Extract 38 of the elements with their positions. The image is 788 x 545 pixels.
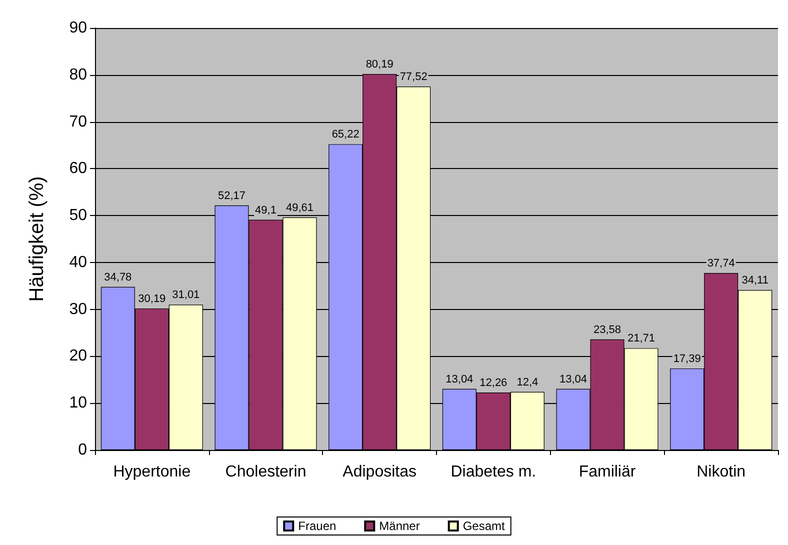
data-label: 49,61 [286, 202, 314, 214]
data-label: 31,01 [172, 289, 200, 302]
y-axis-title: Häufigkeit (%) [26, 176, 48, 302]
data-label: 30,19 [138, 292, 166, 305]
x-tick-label: Nikotin [696, 464, 746, 480]
data-label: 80,19 [366, 58, 394, 70]
data-label: 52,17 [218, 190, 246, 202]
x-tick-label: Cholesterin [225, 464, 306, 480]
y-tick-label: 40 [69, 254, 88, 271]
data-label: 12,4 [516, 376, 538, 388]
data-label: 77,52 [400, 71, 428, 84]
data-label: 34,11 [742, 274, 768, 287]
y-tick-label: 90 [69, 20, 88, 36]
x-tick-label: Hypertonie [113, 464, 191, 480]
data-label: 13,04 [446, 373, 474, 386]
x-tick-label: Diabetes m. [450, 464, 536, 480]
data-label: 12,26 [480, 377, 508, 390]
data-label: 49,1 [255, 204, 276, 216]
y-tick-label: 20 [69, 348, 88, 365]
x-tick-label: Adipositas [342, 464, 416, 480]
x-tick-label: Familiär [578, 464, 636, 480]
y-tick-label: 70 [69, 113, 88, 130]
data-label: 23,58 [593, 324, 622, 336]
y-tick-label: 10 [69, 394, 88, 412]
y-tick-label: 60 [69, 160, 88, 178]
y-tick-label: 80 [69, 66, 88, 84]
legend-label: Männer [379, 519, 420, 533]
y-tick-label: 30 [69, 300, 88, 318]
legend-label: Frauen [298, 519, 336, 533]
data-label: 34,78 [104, 271, 132, 284]
data-label: 65,22 [332, 128, 360, 141]
data-label: 17,39 [673, 352, 701, 365]
data-label: 13,04 [559, 373, 588, 386]
legend-label: Gesamt [462, 519, 506, 533]
y-tick-label: 0 [78, 442, 88, 458]
data-label: 21,71 [627, 332, 656, 345]
y-tick-label: 50 [69, 207, 88, 224]
data-label: 37,74 [707, 258, 735, 270]
